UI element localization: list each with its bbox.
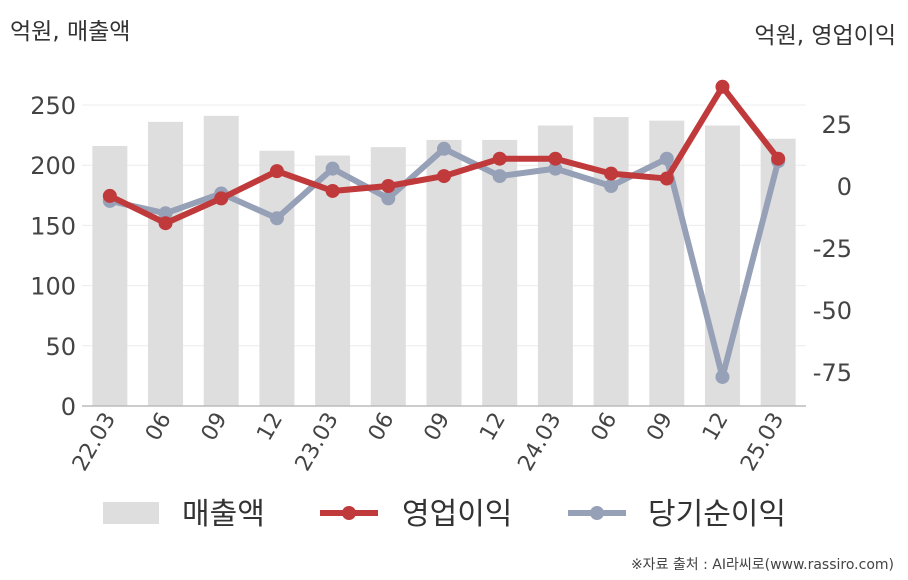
x-tick-label: 12 xyxy=(252,409,288,446)
right-tick-label: 0 xyxy=(837,173,852,201)
series-point xyxy=(715,369,730,384)
x-tick-label: 09 xyxy=(642,409,678,446)
series-point xyxy=(604,179,619,193)
right-tick-label: -75 xyxy=(813,359,852,387)
series-point xyxy=(102,188,117,203)
right-tick-label: -50 xyxy=(813,297,852,325)
x-tick-label: 25.03 xyxy=(736,409,789,476)
revenue-bar xyxy=(704,125,740,406)
series-point xyxy=(659,151,674,166)
legend-swatch-revenue xyxy=(103,502,159,524)
series-point xyxy=(437,141,451,156)
left-tick-label: 100 xyxy=(30,273,76,301)
legend-label-op-profit: 영업이익 xyxy=(402,497,512,532)
legend-label-net-income: 당기순이익 xyxy=(648,497,786,532)
series-point xyxy=(269,164,284,179)
series-point xyxy=(715,79,730,94)
revenue-bar xyxy=(593,117,629,406)
series-point xyxy=(548,161,563,176)
x-tick-label: 06 xyxy=(141,409,177,446)
legend-marker-net-income xyxy=(590,506,604,520)
profit-lines xyxy=(102,79,786,384)
left-tick-label: 150 xyxy=(30,212,76,240)
series-point xyxy=(659,171,674,186)
left-tick-label: 0 xyxy=(61,393,76,421)
right-axis-unit: 억원, 영업이익 xyxy=(754,23,896,49)
x-tick-label: 09 xyxy=(420,409,456,446)
x-tick-label: 24.03 xyxy=(513,409,566,476)
revenue-bar xyxy=(148,121,184,406)
revenue-bar xyxy=(760,138,796,406)
series-point xyxy=(548,151,563,166)
x-tick-label: 12 xyxy=(698,409,734,446)
revenue-bar xyxy=(426,139,462,406)
x-tick-label: 06 xyxy=(587,409,623,446)
right-y-axis: -75 -50 -25 0 25 xyxy=(813,111,852,387)
left-tick-label: 200 xyxy=(30,152,76,180)
series-point xyxy=(158,216,173,231)
x-tick-label: 06 xyxy=(364,409,400,446)
x-tick-label: 12 xyxy=(475,409,511,446)
series-point xyxy=(492,151,507,166)
left-tick-label: 50 xyxy=(45,333,76,361)
series-point xyxy=(158,206,173,221)
revenue-bar xyxy=(482,139,518,406)
series-point xyxy=(381,179,396,193)
revenue-bar xyxy=(92,145,128,406)
legend-label-revenue: 매출액 xyxy=(182,497,265,532)
right-tick-label: -25 xyxy=(813,235,852,263)
series-point xyxy=(381,191,396,206)
legend: 매출액 영업이익 당기순이익 xyxy=(103,497,786,532)
series-point xyxy=(325,183,340,198)
x-tick-label: 23.03 xyxy=(291,409,344,476)
series-point xyxy=(214,191,229,206)
revenue-bar xyxy=(259,150,295,406)
left-tick-label: 250 xyxy=(30,92,76,120)
x-tick-labels: 22.03 06 09 12 23.03 06 09 12 24.03 06 09 12 25.03 xyxy=(68,409,789,476)
revenue-bars xyxy=(92,115,796,406)
series-point xyxy=(604,166,619,181)
series-point xyxy=(492,169,507,184)
series-point xyxy=(771,151,786,166)
right-tick-label: 25 xyxy=(821,111,852,139)
series-point xyxy=(437,169,451,184)
revenue-bar xyxy=(203,115,239,406)
legend-marker-op-profit xyxy=(342,506,356,520)
left-axis-unit: 억원, 매출액 xyxy=(10,19,131,45)
left-y-axis: 0 50 100 150 200 250 xyxy=(30,92,76,421)
series-point xyxy=(325,161,340,176)
source-note: ※자료 출처 : AI라씨로(www.rassiro.com) xyxy=(630,557,894,573)
series-point xyxy=(269,211,284,226)
x-tick-label: 09 xyxy=(197,409,233,446)
